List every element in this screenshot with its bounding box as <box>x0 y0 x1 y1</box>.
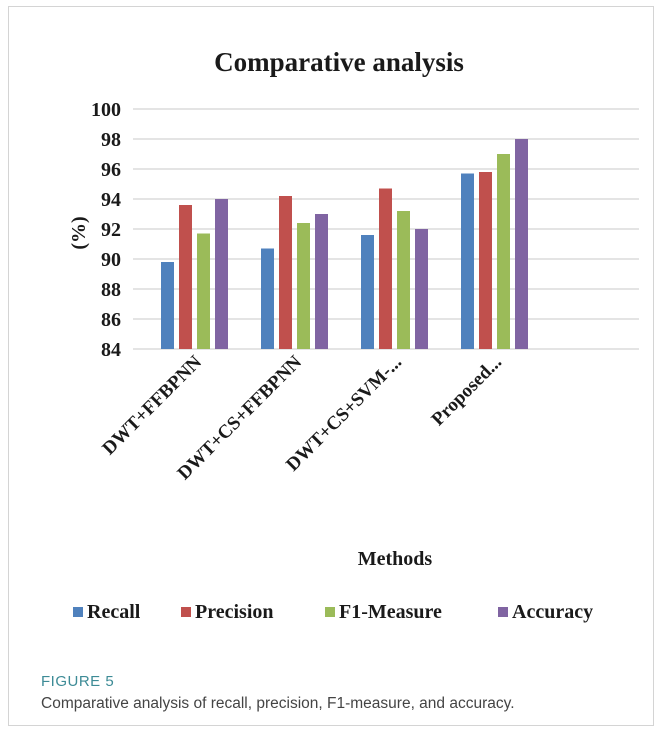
legend-label: Accuracy <box>512 601 593 623</box>
bar-precision-0 <box>179 205 192 349</box>
bar-accuracy-0 <box>215 199 228 349</box>
bar-f1-measure-3 <box>497 154 510 349</box>
legend: Recall Precision F1-Measure Accuracy <box>73 601 593 623</box>
legend-swatch <box>73 607 83 617</box>
bar-precision-3 <box>479 172 492 349</box>
y-tick-label: 96 <box>101 159 121 181</box>
bar-f1-measure-2 <box>397 211 410 349</box>
y-tick-labels: 84 86 88 90 92 94 96 98 100 <box>91 99 121 361</box>
bar-precision-1 <box>279 196 292 349</box>
y-tick-label: 92 <box>101 219 121 241</box>
y-tick-label: 90 <box>101 249 121 271</box>
x-tick-label: DWT+FFBPNN <box>98 351 206 459</box>
chart-title: Comparative analysis <box>214 47 464 77</box>
legend-swatch <box>498 607 508 617</box>
y-axis-label: (%) <box>68 216 90 249</box>
bar-precision-2 <box>379 188 392 349</box>
y-tick-label: 98 <box>101 129 121 151</box>
figure-label: FIGURE 5 <box>41 673 115 690</box>
bar-recall-3 <box>461 173 474 349</box>
legend-label: Recall <box>87 601 141 623</box>
y-tick-label: 100 <box>91 99 121 121</box>
bar-recall-1 <box>261 248 274 349</box>
bar-f1-measure-0 <box>197 233 210 349</box>
y-tick-label: 86 <box>101 309 121 331</box>
bar-accuracy-1 <box>315 214 328 349</box>
legend-swatch <box>181 607 191 617</box>
bar-accuracy-2 <box>415 229 428 349</box>
figure-caption: Comparative analysis of recall, precisio… <box>41 695 515 712</box>
legend-swatch <box>325 607 335 617</box>
y-tick-label: 94 <box>101 189 121 211</box>
bar-chart: Comparative analysis (%) Methods 84 86 88 9… <box>68 47 639 623</box>
legend-label: F1-Measure <box>339 601 442 623</box>
bar-recall-2 <box>361 235 374 349</box>
x-tick-label: Proposed... <box>428 352 506 430</box>
legend-label: Precision <box>195 601 274 623</box>
y-tick-label: 88 <box>101 279 121 301</box>
bar-accuracy-3 <box>515 139 528 349</box>
bar-f1-measure-1 <box>297 223 310 349</box>
chart-container: Comparative analysis (%) Methods 84 86 88 9… <box>33 13 645 653</box>
bar-recall-0 <box>161 262 174 349</box>
bars <box>161 139 528 349</box>
figure-frame: Comparative analysis (%) Methods 84 86 88 9… <box>8 6 654 726</box>
x-axis-label: Methods <box>358 548 433 570</box>
y-tick-label: 84 <box>101 339 121 361</box>
